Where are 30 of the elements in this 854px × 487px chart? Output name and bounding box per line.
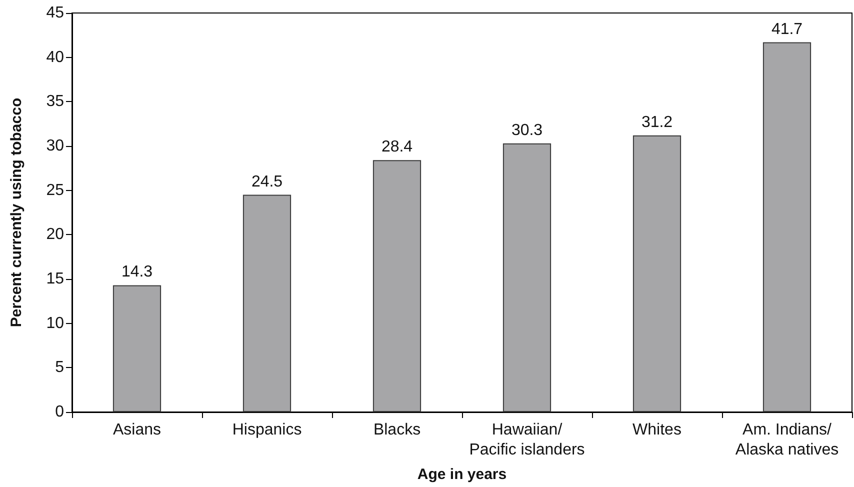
y-tick-label: 40 bbox=[46, 48, 64, 66]
x-tick-label: Am. Indians/ Alaska natives bbox=[735, 422, 839, 458]
data-label: 30.3 bbox=[511, 122, 543, 139]
y-axis-title: Percent currently using tobacco bbox=[8, 98, 25, 328]
y-tick-label: 15 bbox=[46, 270, 64, 288]
y-tick-label: 5 bbox=[55, 359, 64, 376]
bar bbox=[112, 285, 162, 412]
y-tick-label: 35 bbox=[46, 93, 64, 110]
y-tick-label: 25 bbox=[46, 182, 64, 199]
data-label: 41.7 bbox=[771, 20, 803, 38]
data-label: 31.2 bbox=[641, 114, 673, 131]
data-label: 28.4 bbox=[381, 138, 413, 156]
y-tick-label: 10 bbox=[46, 314, 64, 332]
bar bbox=[372, 160, 422, 412]
y-tick-label: 45 bbox=[46, 4, 64, 22]
bar bbox=[632, 135, 682, 412]
bar bbox=[762, 42, 812, 412]
x-tick-label: Blacks bbox=[373, 422, 421, 438]
x-tick-label: Hawaiian/ Pacific islanders bbox=[469, 422, 585, 458]
x-tick-label: Whites bbox=[632, 422, 682, 438]
x-tick-label: Asians bbox=[112, 422, 162, 438]
bar bbox=[242, 194, 292, 412]
y-tick-label: 30 bbox=[46, 138, 64, 154]
x-tick-label: Hispanics bbox=[232, 422, 302, 438]
x-axis-title: Age in years bbox=[417, 466, 507, 483]
y-tick-label: 0 bbox=[55, 404, 64, 420]
y-tick-label: 20 bbox=[46, 226, 64, 244]
data-label: 24.5 bbox=[251, 173, 283, 190]
data-label: 14.3 bbox=[121, 264, 153, 281]
bar bbox=[502, 143, 552, 412]
